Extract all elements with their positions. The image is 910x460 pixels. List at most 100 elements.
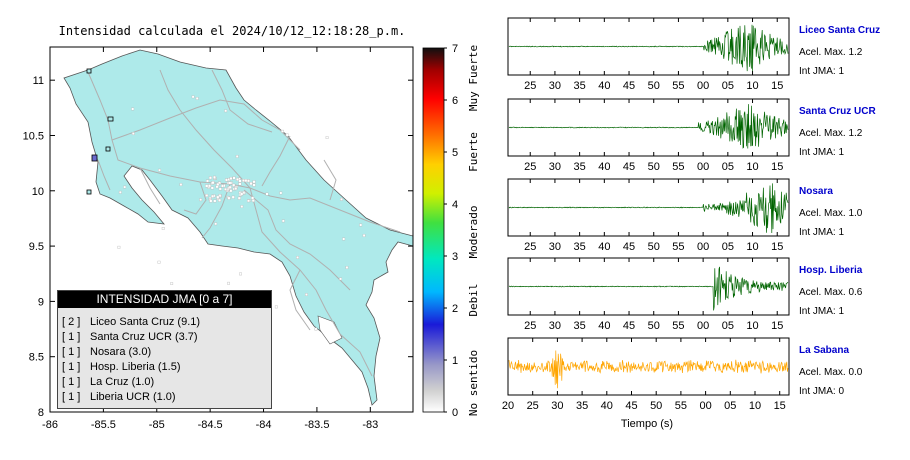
colorbar-labels: No sentido Debil Moderado Fuerte Muy Fuerte — [467, 45, 480, 416]
station-jma: Int JMA: 1 — [799, 306, 844, 317]
map-x-tick-label: -83 — [362, 419, 378, 431]
legend-item: [ 1 ] Hosp. Liberia (1.5) — [62, 360, 271, 375]
trace-3: 25 30 35 40 45 50 55 00 05 10 15 Hosp. Liberia Acel.… — [508, 258, 863, 332]
colorbar-category-label: No sentido — [467, 350, 480, 416]
trace-4: 20 25 30 35 40 45 50 55 00 05 10 15 La Sabana Acel. M… — [502, 338, 863, 412]
trace-tick-label: 10 — [746, 80, 758, 92]
trace-tick-label: 15 — [771, 241, 783, 253]
trace-tick-label: 15 — [774, 400, 786, 412]
colorbar-category-label: Moderado — [467, 206, 480, 259]
trace-tick-label: 30 — [549, 161, 561, 173]
trace-tick-label: 05 — [722, 320, 734, 332]
station-marker-liceo-santa-cruz — [92, 155, 97, 161]
station-jma: Int JMA: 0 — [799, 386, 844, 397]
trace-tick-label: 05 — [722, 80, 734, 92]
trace-tick-label: 10 — [746, 320, 758, 332]
station-marker-la-cruz — [87, 69, 91, 73]
station-jma: Int JMA: 1 — [799, 147, 844, 158]
trace-tick-label: 45 — [623, 80, 635, 92]
trace-0: 25 30 35 40 45 50 55 00 05 10 15Liceo Santa CruzAc… — [508, 18, 880, 92]
map-y-tick-label: 8 — [38, 407, 44, 419]
station-marker-hosp-liberia — [106, 147, 110, 151]
trace-tick-label: 35 — [574, 320, 586, 332]
trace-tick-label: 40 — [598, 320, 610, 332]
station-name: Liceo Santa Cruz — [799, 25, 880, 36]
colorbar-tick-label: 3 — [452, 251, 458, 263]
trace-tick-label: 50 — [648, 80, 660, 92]
legend-item-station: Santa Cruz UCR (3.7) — [90, 331, 198, 343]
trace-tick-label: 50 — [648, 320, 660, 332]
trace-tick-label: 25 — [524, 320, 536, 332]
map-x-tick-label: -84 — [256, 419, 272, 431]
trace-tick-label: 50 — [648, 161, 660, 173]
trace-tick-label: 00 — [697, 161, 709, 173]
trace-tick-label: 40 — [598, 241, 610, 253]
trace-tick-label: 05 — [724, 400, 736, 412]
legend-item-intensity: [ 1 ] — [62, 345, 90, 360]
station-accel: Acel. Max. 1.2 — [799, 47, 863, 58]
map-x-tick-label: -83.5 — [304, 419, 329, 431]
legend-item: [ 1 ] Liberia UCR (1.0) — [62, 390, 271, 405]
legend-items: [ 2 ] Liceo Santa Cruz (9.1) [ 1 ] Santa Cr… — [58, 308, 271, 405]
trace-tick-label: 35 — [574, 80, 586, 92]
trace-tick-label: 55 — [672, 80, 684, 92]
trace-tick-label: 00 — [697, 80, 709, 92]
legend-item-intensity: [ 1 ] — [62, 390, 90, 405]
trace-tick-label: 00 — [697, 241, 709, 253]
trace-tick-label: 30 — [549, 241, 561, 253]
legend-item-intensity: [ 1 ] — [62, 375, 90, 390]
trace-1: 25 30 35 40 45 50 55 00 05 10 15 Santa Cruz UCR Acel… — [508, 99, 876, 173]
legend-item-station: Liberia UCR (1.0) — [90, 391, 176, 403]
trace-2: 25 30 35 40 45 50 55 00 05 10 15 Nosara Acel. Max. 1… — [508, 179, 863, 253]
legend-item: [ 1 ] Nosara (3.0) — [62, 345, 271, 360]
trace-tick-label: 50 — [648, 241, 660, 253]
trace-tick-label: 40 — [601, 400, 613, 412]
trace-tick-label: 55 — [675, 400, 687, 412]
legend-item-station: Nosara (3.0) — [90, 346, 151, 358]
legend-item-intensity: [ 1 ] — [62, 330, 90, 345]
trace-tick-label: 25 — [524, 80, 536, 92]
colorbar-tick-label: 2 — [452, 303, 458, 315]
station-accel: Acel. Max. 1.2 — [799, 128, 863, 139]
map-title: Intensidad calculada el 2024/10/12_12:18… — [59, 24, 406, 38]
station-accel: Acel. Max. 0.0 — [799, 367, 863, 378]
trace-tick-label: 05 — [722, 161, 734, 173]
trace-tick-label: 45 — [625, 400, 637, 412]
colorbar-tick-label: 6 — [452, 95, 458, 107]
station-jma: Int JMA: 1 — [799, 66, 844, 77]
trace-tick-label: 55 — [672, 161, 684, 173]
trace-tick-label: 45 — [623, 161, 635, 173]
legend-item-station: La Cruz (1.0) — [90, 376, 154, 388]
trace-tick-label: 15 — [771, 80, 783, 92]
legend-title: INTENSIDAD JMA [0 a 7] — [58, 291, 271, 308]
trace-tick-label: 30 — [549, 320, 561, 332]
trace-tick-label: 35 — [574, 241, 586, 253]
station-accel: Acel. Max. 1.0 — [799, 208, 863, 219]
legend-item: [ 1 ] Santa Cruz UCR (3.7) — [62, 330, 271, 345]
colorbar-tick-label: 4 — [452, 199, 458, 211]
legend-item-station: Hosp. Liberia (1.5) — [90, 361, 181, 373]
seismogram-panel: 25 30 35 40 45 50 55 00 05 10 15 Liceo Santa Cruz Ac… — [500, 0, 910, 460]
colorbar-tick-label: 5 — [452, 147, 458, 159]
trace-tick-label: 10 — [746, 241, 758, 253]
station-name: La Sabana — [799, 345, 849, 356]
legend-item-intensity: [ 2 ] — [62, 315, 90, 330]
station-name: Nosara — [799, 186, 833, 197]
legend-item-station: Liceo Santa Cruz (9.1) — [90, 316, 200, 328]
colorbar-category-label: Debil — [467, 283, 480, 316]
station-accel: Acel. Max. 0.6 — [799, 287, 863, 298]
trace-tick-label: 00 — [699, 400, 711, 412]
colorbar-category-label: Fuerte — [467, 132, 480, 172]
trace-tick-label: 35 — [574, 161, 586, 173]
trace-tick-label: 00 — [697, 320, 709, 332]
trace-tick-label: 40 — [598, 161, 610, 173]
colorbar-tick-label: 1 — [452, 355, 458, 367]
legend-item: [ 2 ] Liceo Santa Cruz (9.1) — [62, 315, 271, 330]
trace-tick-label: 35 — [576, 400, 588, 412]
colorbar-category-label: Muy Fuerte — [467, 45, 480, 111]
legend-item: [ 1 ] La Cruz (1.0) — [62, 375, 271, 390]
station-name: Santa Cruz UCR — [799, 106, 876, 117]
trace-tick-label: 30 — [551, 400, 563, 412]
trace-tick-label: 20 — [502, 400, 514, 412]
